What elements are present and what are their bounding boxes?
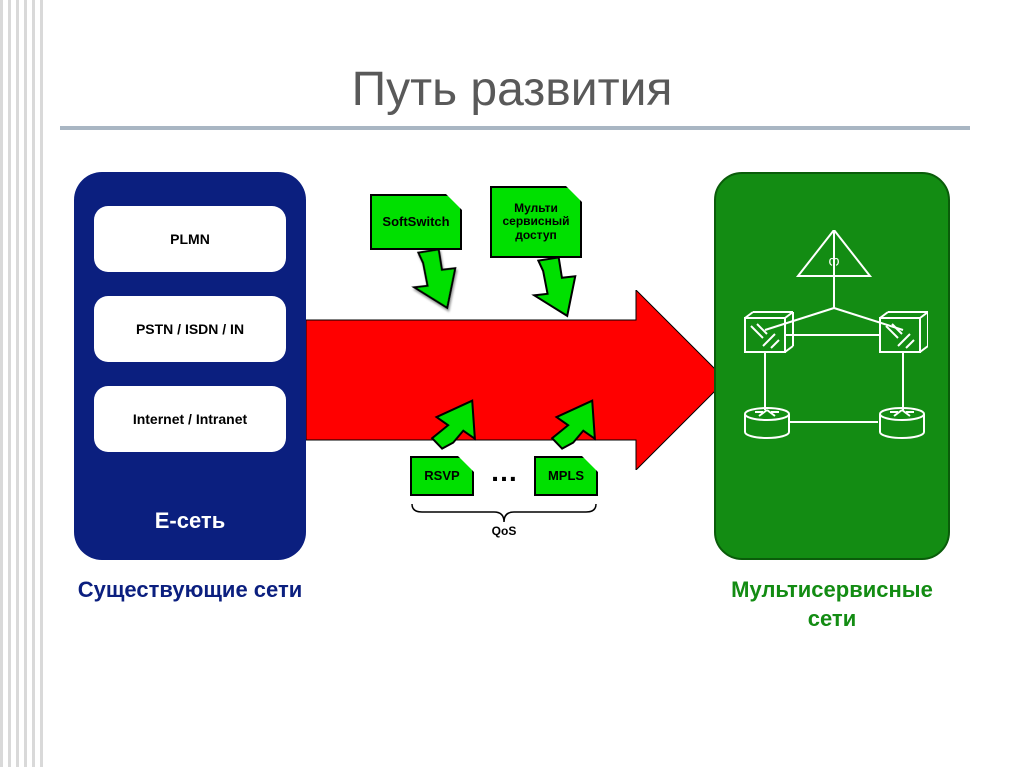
svg-text:ω: ω xyxy=(828,255,839,271)
title-underline xyxy=(60,126,970,130)
transition-arrow xyxy=(306,290,726,470)
qos-label: QoS xyxy=(410,524,598,538)
existing-networks-box: PLMN PSTN / ISDN / IN Internet / Intrane… xyxy=(74,172,306,560)
multiaccess-arrow xyxy=(530,258,600,328)
softswitch-note: SoftSwitch xyxy=(370,194,462,250)
plmn-item: PLMN xyxy=(94,206,286,272)
rsvp-arrow xyxy=(430,394,500,464)
existing-networks-caption: Существующие сети xyxy=(74,576,306,605)
page-title: Путь развития xyxy=(0,62,1024,117)
network-topology-icon: ω xyxy=(740,230,928,490)
multiservice-networks-caption: Мультисервисные сети xyxy=(714,576,950,633)
multiaccess-note: Мульти сервисный доступ xyxy=(490,186,582,258)
softswitch-arrow xyxy=(410,250,480,320)
mpls-arrow xyxy=(550,394,620,464)
pstn-isdn-item: PSTN / ISDN / IN xyxy=(94,296,286,362)
e-network-label: Е-сеть xyxy=(74,508,306,534)
qos-brace xyxy=(410,502,598,524)
internet-intranet-item: Internet / Intranet xyxy=(94,386,286,452)
